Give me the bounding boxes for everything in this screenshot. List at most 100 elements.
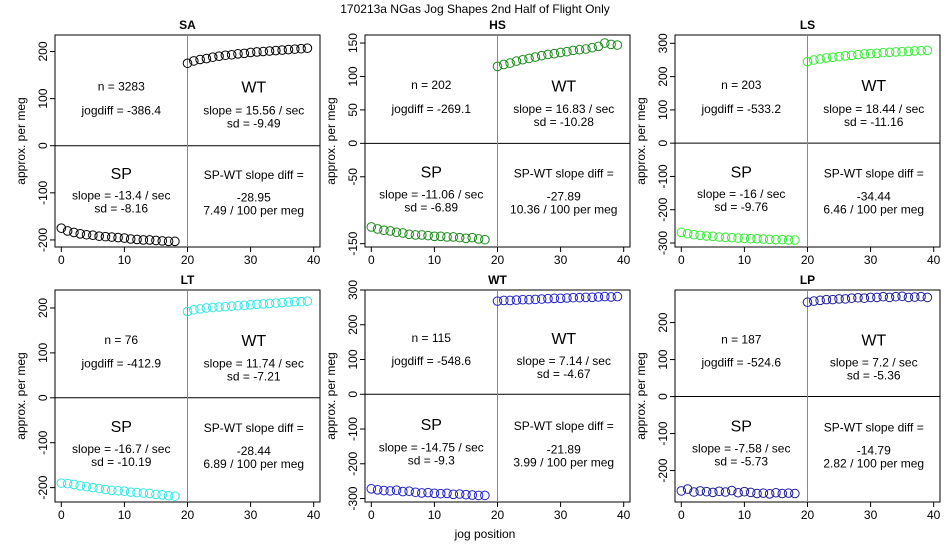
sp-data-point [391,227,402,238]
sp-data-point [473,490,484,501]
sp-data-point [125,234,136,244]
wt-data-point [821,53,832,63]
jogdiff-label: jogdiff = -524.6 [700,356,781,370]
wt-data-point [916,45,926,56]
wt-data-point [245,47,256,58]
y-tick-label: -150 [346,231,360,255]
sp-slope-label: slope = -13.4 / sec [72,188,170,202]
wt-data-point [189,56,199,66]
sp-data-point [94,483,104,494]
y-tick-label: -100 [656,164,670,188]
sp-data-point [733,233,743,243]
panel-title: LP [800,273,815,287]
wt-data-point [574,44,585,55]
wt-data-point [834,51,844,62]
wt-data-point [536,294,547,304]
wt-slope-label: slope = 7.14 / sec [517,354,611,368]
wt-data-point [884,47,895,58]
sp-data-point [385,226,396,236]
x-tick-label: 40 [307,253,321,267]
sp-slope-label: slope = -11.06 / sec [379,187,483,201]
wt-data-point [562,46,572,57]
y-tick-label: 100 [346,66,360,86]
sp-data-point [151,489,161,500]
x-tick-label: 20 [801,508,815,522]
sp-data-point [720,232,731,243]
sp-data-point [379,485,389,496]
wt-data-point [568,45,579,56]
panel-ls: LS 0 10 20 30 40 -300 -200 -100 0 100 200 300 approx.… [634,18,941,267]
slope-diff-value: -34.44 [857,189,891,203]
wt-data-point [593,292,604,302]
panel-lp: LP 0 10 20 30 40 -200 -100 0 100 200 approx. per me… [634,273,941,522]
y-tick-label: 100 [36,343,50,363]
wt-sd-label: sd = -4.67 [537,367,591,381]
sp-data-point [448,489,459,500]
wt-title: WT [241,333,266,350]
sp-data-point [435,488,446,499]
x-tick-label: 10 [428,508,442,522]
x-axis-label: jog position [454,527,516,541]
y-tick-label: -200 [346,451,360,475]
panel-title: HS [489,18,506,32]
wt-data-point [289,296,300,307]
wt-data-point [587,292,597,303]
sp-data-point [739,233,750,244]
wt-data-point [853,49,863,60]
sp-data-point [106,232,117,242]
sp-data-point [676,227,687,238]
y-tick-label: -100 [346,417,360,441]
sp-data-point [695,230,706,241]
sp-data-point [94,231,104,241]
sp-sd-label: sd = -10.19 [91,455,152,469]
sp-data-point [163,236,174,247]
x-tick-label: 40 [927,508,941,522]
wt-data-point [214,302,224,312]
sp-data-point [416,230,427,240]
sp-data-point [790,235,800,245]
slope-diff-per-meg: 3.99 / 100 per meg [513,456,614,470]
wt-data-point [245,300,256,310]
wt-data-point [226,301,237,311]
wt-data-point [283,44,294,55]
slope-diff-value: -28.44 [237,444,271,458]
wt-data-point [606,39,616,50]
wt-data-point [252,47,262,57]
x-tick-label: 40 [307,508,321,522]
y-tick-label: 300 [656,33,670,53]
wt-data-point [834,294,844,304]
wt-data-point [878,47,889,58]
sp-data-point [676,486,687,496]
wt-data-point [283,297,294,307]
wt-data-point [302,296,313,307]
sp-data-point [701,231,712,241]
wt-data-point [549,293,560,304]
wt-data-point [195,54,205,65]
sp-data-point [461,233,471,244]
x-tick-label: 0 [58,253,65,267]
wt-data-point [891,47,901,57]
slope-diff-label: SP-WT slope diff = [824,166,924,180]
n-label: n = 76 [104,333,138,347]
wt-data-point [853,292,863,303]
wt-data-point [530,52,541,62]
wt-data-point [543,293,553,304]
x-tick-label: 20 [801,253,815,267]
sp-data-point [461,489,471,500]
sp-title: SP [111,419,132,436]
y-tick-label: -300 [346,486,360,510]
wt-data-point [599,38,610,48]
x-tick-label: 30 [554,253,568,267]
sp-data-point [163,490,174,501]
sp-data-point [783,488,794,498]
y-tick-label: 0 [36,394,50,401]
wt-sd-label: sd = -11.16 [844,115,904,129]
sp-data-point [682,484,693,494]
n-label: n = 115 [412,331,452,345]
wt-data-point [239,48,250,59]
sp-data-point [448,232,459,242]
sp-slope-label: slope = -14.75 / sec [379,440,484,454]
sp-data-point [138,235,149,245]
sp-data-point [720,487,731,497]
y-tick-label: 100 [36,88,50,108]
